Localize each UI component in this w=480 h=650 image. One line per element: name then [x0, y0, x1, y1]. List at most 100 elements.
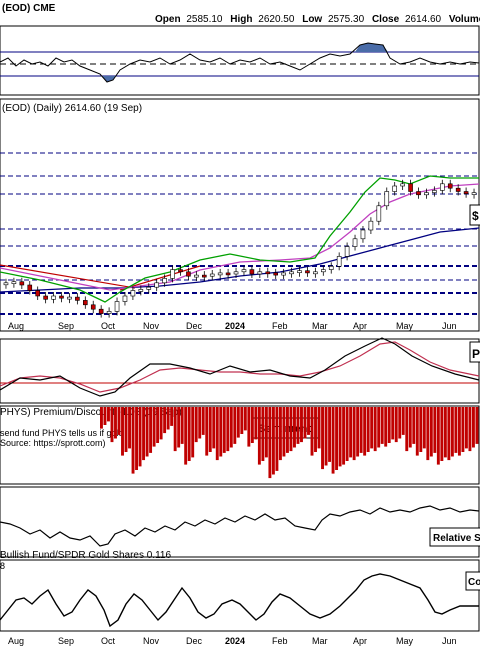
candle-body [3, 282, 9, 286]
callout-relative: Relative S [429, 527, 480, 547]
ratio-panel-title: Bullish Fund/SPDR Gold Shares 0.116 [0, 550, 171, 561]
candle-body [114, 301, 120, 312]
premium-bar [412, 407, 416, 444]
candle-body [90, 304, 96, 310]
premium-bar [300, 407, 303, 443]
premium-bar [152, 407, 156, 447]
candle-body [305, 270, 310, 274]
candle-body [19, 281, 25, 286]
rsi-panel [0, 42, 480, 83]
candle-body [146, 286, 152, 290]
candle-body [360, 229, 366, 240]
candle-body [392, 185, 398, 192]
premium-bar [303, 407, 307, 439]
candle-body [265, 271, 271, 275]
x-tick-feb: Feb [272, 321, 288, 331]
premium-bar [391, 407, 395, 440]
x-tick-bottom-jun: Jun [442, 636, 457, 646]
x-tick-bottom-dec: Dec [186, 636, 203, 646]
candle-body [297, 270, 302, 274]
candle-body [400, 183, 405, 187]
callout-price-text: $ [472, 209, 479, 223]
premium-bar [257, 407, 261, 465]
premium-bar [307, 407, 310, 435]
premium-bar [285, 407, 289, 453]
x-tick-jun: Jun [442, 321, 457, 331]
close-value: 2614.60 [405, 14, 442, 25]
uptrend-line [119, 265, 201, 291]
relative-strength-line [0, 505, 480, 547]
premium-bar [338, 407, 342, 467]
candle-body [202, 274, 207, 278]
callout-corr-text: Co [468, 577, 480, 588]
candle-body [352, 238, 358, 247]
premium-bar [145, 407, 149, 457]
premium-bar [475, 407, 479, 444]
candle-body [384, 191, 390, 207]
premium-bar [208, 407, 212, 452]
callout-price: $ [469, 204, 480, 226]
pmo-signal-line [0, 341, 480, 393]
price-candles [3, 179, 477, 318]
premium-bar [384, 407, 388, 447]
callout-pmo: P [469, 341, 480, 363]
premium-bar [345, 407, 349, 461]
premium-bar [314, 407, 317, 452]
premium-bar [205, 407, 209, 456]
premium-bar [275, 407, 279, 471]
premium-bar [201, 407, 205, 435]
x-tick-bottom-oct: Oct [101, 636, 116, 646]
candle-body [313, 271, 318, 275]
x-tick-bottom-apr: Apr [353, 636, 367, 646]
premium-bar [457, 407, 461, 456]
candle-body [186, 271, 191, 277]
candle-body [225, 272, 231, 276]
premium-bar [296, 407, 300, 444]
premium-bar [373, 407, 377, 452]
premium-bar [233, 407, 237, 444]
premium-bar [359, 407, 363, 453]
premium-bar [282, 407, 286, 457]
premium-bar [250, 407, 254, 443]
premium-bar [464, 407, 468, 449]
candle-body [376, 205, 382, 222]
x-tick-bottom-mar: Mar [312, 636, 328, 646]
premium-bar [177, 407, 181, 448]
candle-body [27, 284, 33, 291]
candle-body [463, 191, 469, 195]
premium-bar [366, 407, 370, 452]
premium-bar [103, 407, 107, 425]
premium-bar [142, 407, 146, 461]
candle-body [35, 290, 41, 297]
premium-bar [352, 407, 356, 461]
ema-mid-line [0, 183, 480, 291]
candle-body [257, 271, 263, 275]
candle-body [408, 183, 413, 192]
rsi-fill-high [355, 43, 388, 52]
candle-body [51, 295, 56, 300]
premium-bar [310, 407, 314, 456]
premium-bar [159, 407, 163, 440]
ema-fast-line [0, 175, 479, 303]
high-value: 2620.50 [258, 14, 295, 25]
x-tick-bottom-aug: Aug [8, 636, 24, 646]
premium-bar [443, 407, 447, 458]
premium-bar [429, 407, 433, 457]
candle-body [138, 289, 144, 292]
premium-bar [471, 407, 475, 448]
premium-bar [398, 407, 402, 439]
premium-bar [194, 407, 198, 443]
premium-bar [131, 407, 135, 474]
premium-bar [317, 407, 321, 449]
premium-bar [447, 407, 451, 461]
x-tick-mar: Mar [312, 321, 328, 331]
x-tick-nov: Nov [143, 321, 160, 331]
candle-body [320, 269, 326, 273]
rsi-fill-low [102, 76, 116, 82]
premium-bar [271, 407, 275, 475]
candle-body [83, 300, 88, 306]
premium-bar [187, 407, 191, 461]
candle-body [11, 281, 17, 285]
premium-bar [278, 407, 282, 461]
